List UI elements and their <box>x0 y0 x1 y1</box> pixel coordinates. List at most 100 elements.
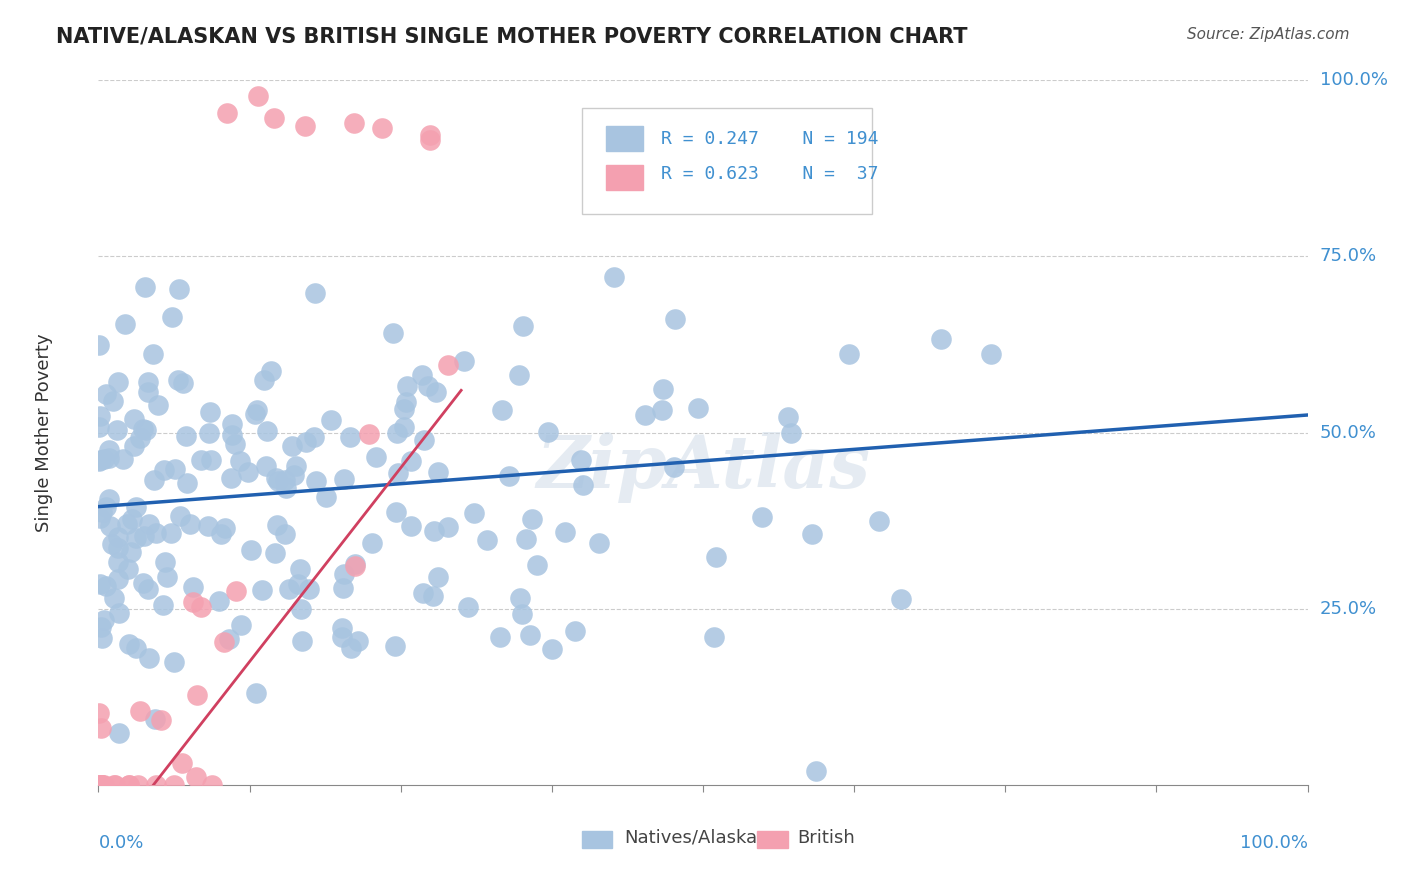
Point <box>263 111 285 125</box>
Point <box>127 778 149 792</box>
Point <box>382 326 405 341</box>
Point <box>90 778 112 792</box>
Point <box>343 558 366 573</box>
Point <box>361 536 384 550</box>
Point <box>90 778 112 792</box>
Point <box>172 376 194 391</box>
Point <box>160 526 183 541</box>
Text: 100.0%: 100.0% <box>1240 834 1308 852</box>
Point <box>520 512 543 526</box>
FancyBboxPatch shape <box>582 830 613 848</box>
Text: Natives/Alaskans: Natives/Alaskans <box>624 829 779 847</box>
Point <box>245 686 267 700</box>
Point <box>240 542 263 557</box>
Point <box>107 375 129 389</box>
Point <box>392 401 415 416</box>
Point <box>214 521 236 535</box>
Point <box>416 378 439 392</box>
Point <box>108 606 131 620</box>
Point <box>330 631 353 645</box>
Point <box>229 453 252 467</box>
Text: R = 0.247    N = 194: R = 0.247 N = 194 <box>661 129 879 148</box>
Point <box>108 725 131 739</box>
Point <box>315 490 337 504</box>
Point <box>167 373 190 387</box>
Point <box>96 387 118 401</box>
Point <box>115 516 138 531</box>
Point <box>96 500 118 514</box>
Point <box>107 530 129 544</box>
FancyBboxPatch shape <box>582 109 872 214</box>
Point <box>209 527 232 541</box>
Point <box>219 471 242 485</box>
Point <box>302 430 325 444</box>
Point <box>160 310 183 325</box>
Point <box>174 429 197 443</box>
Text: R = 0.623    N =  37: R = 0.623 N = 37 <box>661 165 879 183</box>
Point <box>332 581 354 595</box>
Point <box>489 630 512 644</box>
Point <box>93 778 115 792</box>
Point <box>588 536 610 550</box>
Point <box>260 364 283 378</box>
Point <box>90 778 112 792</box>
Point <box>89 511 111 525</box>
Point <box>135 423 157 437</box>
Point <box>333 472 356 486</box>
Point <box>385 426 408 441</box>
Point <box>512 318 534 333</box>
Point <box>153 463 176 477</box>
Point <box>274 527 297 541</box>
Point <box>508 368 530 383</box>
Point <box>117 636 139 650</box>
Text: Source: ZipAtlas.com: Source: ZipAtlas.com <box>1187 27 1350 42</box>
Point <box>197 519 219 533</box>
Point <box>343 115 366 129</box>
Point <box>145 778 167 792</box>
Point <box>426 570 449 584</box>
Point <box>290 602 312 616</box>
Point <box>540 642 562 657</box>
Point <box>537 425 560 439</box>
Text: 100.0%: 100.0% <box>1320 71 1388 89</box>
Point <box>868 514 890 528</box>
Point <box>98 519 121 533</box>
Point <box>347 634 370 648</box>
Point <box>132 422 155 436</box>
Point <box>704 549 727 564</box>
Point <box>87 778 110 792</box>
Point <box>136 385 159 400</box>
Point <box>118 778 141 792</box>
Point <box>176 476 198 491</box>
Point <box>134 280 156 294</box>
Point <box>145 525 167 540</box>
Point <box>125 500 148 514</box>
Point <box>87 706 110 720</box>
Point <box>181 580 204 594</box>
Point <box>475 533 498 547</box>
Point <box>152 598 174 612</box>
Point <box>634 409 657 423</box>
Point <box>91 778 114 792</box>
Point <box>118 778 141 792</box>
Point <box>181 594 204 608</box>
Point <box>153 555 176 569</box>
Point <box>399 519 422 533</box>
Point <box>200 778 222 792</box>
Point <box>121 511 143 525</box>
Point <box>491 403 513 417</box>
Point <box>509 591 531 606</box>
Point <box>305 475 328 489</box>
Text: ZipAtlas: ZipAtlas <box>536 433 870 503</box>
Point <box>138 650 160 665</box>
Point <box>225 584 247 599</box>
Point <box>291 634 314 648</box>
Point <box>236 465 259 479</box>
Point <box>384 639 406 653</box>
Point <box>120 544 142 558</box>
Point <box>98 450 121 465</box>
FancyBboxPatch shape <box>606 165 643 189</box>
Point <box>399 454 422 468</box>
Point <box>184 770 207 784</box>
Point <box>267 474 290 488</box>
